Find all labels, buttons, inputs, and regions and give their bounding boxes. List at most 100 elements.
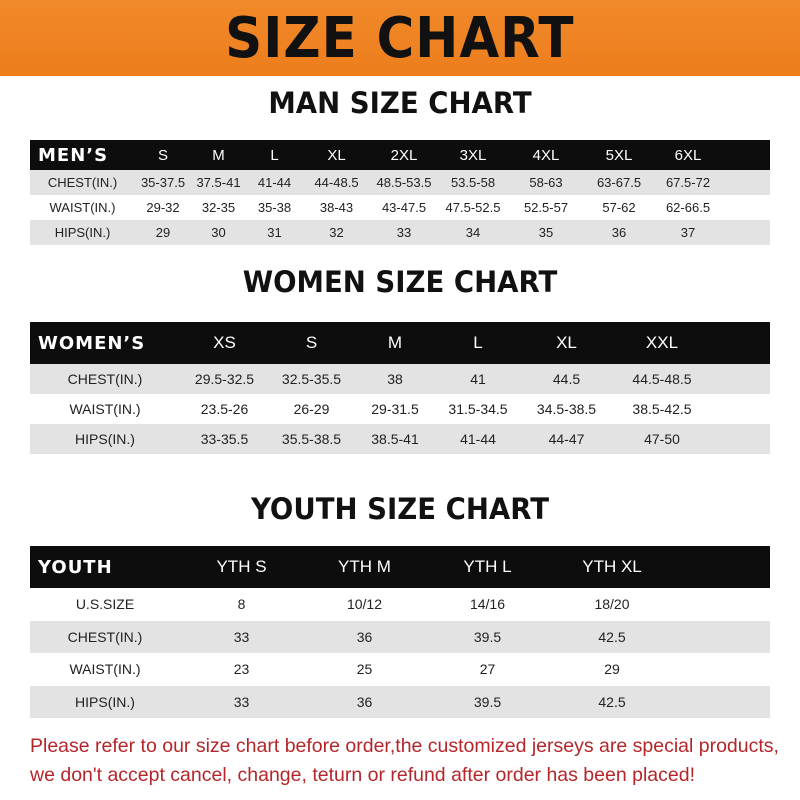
table-cell: 33 xyxy=(396,225,412,240)
men-size-table: MEN’S S M L XL 2XL 3XL 4XL 5XL 6XL CHEST(IN.) 35-37… xyxy=(30,140,770,245)
table-cell: 33 xyxy=(233,628,250,645)
table-cell: 27 xyxy=(479,661,496,678)
table-cell: XL xyxy=(556,333,577,352)
table-cell: L xyxy=(473,333,483,352)
table-cell: 23.5-26 xyxy=(200,401,249,417)
row-label: YOUTH xyxy=(38,556,113,578)
women-size-table: WOMEN’S XS S M L XL XXL CHEST(IN.) 29.5-32.5 32.5… xyxy=(30,322,770,454)
row-label: HIPS(IN.) xyxy=(54,225,111,240)
youth-section-title: YOUTH SIZE CHART xyxy=(250,492,550,526)
table-cell: 43-47.5 xyxy=(381,200,427,215)
table-cell: 14/16 xyxy=(469,596,506,613)
table-cell: 44-48.5 xyxy=(314,175,359,190)
table-cell: 44-47 xyxy=(548,431,585,447)
table-cell: 33-35.5 xyxy=(200,431,249,447)
table-cell: 29.5-32.5 xyxy=(194,371,255,387)
table-cell: XL xyxy=(327,146,346,164)
table-cell: 5XL xyxy=(605,146,633,164)
table-cell: 31 xyxy=(267,225,282,240)
table-cell: 47-50 xyxy=(644,431,680,447)
table-cell: 37.5-41 xyxy=(196,175,241,190)
table-row: WAIST(IN.) 23 25 27 29 xyxy=(30,653,770,686)
table-cell: 63-67.5 xyxy=(596,175,642,190)
table-cell: 57-62 xyxy=(602,200,636,215)
table-row: WAIST(IN.) 29-32 32-35 35-38 38-43 43-47.5 47.… xyxy=(30,195,770,220)
table-cell: 38.5-42.5 xyxy=(632,401,692,417)
table-cell: 10/12 xyxy=(346,596,383,613)
row-label: U.S.SIZE xyxy=(75,596,135,613)
men-section-title: MAN SIZE CHART xyxy=(268,86,532,120)
row-label: CHEST(IN.) xyxy=(67,371,143,387)
table-cell: S xyxy=(157,146,168,164)
table-cell: YTH XL xyxy=(582,557,642,576)
table-cell: 32 xyxy=(329,225,344,240)
table-row: CHEST(IN.) 29.5-32.5 32.5-35.5 38 41 44.5 44.5… xyxy=(30,364,770,394)
table-header-row: WOMEN’S XS S M L XL XXL xyxy=(30,322,770,364)
table-cell: 23 xyxy=(233,661,250,678)
table-cell: 52.5-57 xyxy=(523,200,569,215)
row-label: HIPS(IN.) xyxy=(75,431,135,447)
table-cell: 25 xyxy=(356,661,373,678)
table-cell: 39.5 xyxy=(473,693,502,710)
table-cell: 42.5 xyxy=(598,693,626,710)
row-label: WAIST(IN.) xyxy=(69,661,141,678)
table-cell: 39.5 xyxy=(473,628,502,645)
table-cell: 32-35 xyxy=(201,200,236,215)
table-row: HIPS(IN.) 33-35.5 35.5-38.5 38.5-41 41-44 44-… xyxy=(30,424,770,454)
banner: SIZE CHART xyxy=(0,0,800,76)
table-cell: 67.5-72 xyxy=(665,175,711,190)
table-cell: 38.5-41 xyxy=(371,431,419,447)
table-row: CHEST(IN.) 33 36 39.5 42.5 xyxy=(30,620,770,653)
table-cell: 34 xyxy=(465,225,481,240)
table-cell: 2XL xyxy=(390,146,418,164)
table-cell: 62-66.5 xyxy=(665,200,711,215)
table-header-row: MEN’S S M L XL 2XL 3XL 4XL 5XL 6XL xyxy=(30,140,770,170)
row-label: CHEST(IN.) xyxy=(67,628,143,645)
row-label: WAIST(IN.) xyxy=(69,401,141,417)
table-cell: M xyxy=(212,146,225,164)
table-cell: 33 xyxy=(233,693,250,710)
row-label: MEN’S xyxy=(38,144,109,166)
table-cell: 42.5 xyxy=(598,628,626,645)
table-cell: 35.5-38.5 xyxy=(281,431,342,447)
table-cell: 30 xyxy=(211,225,226,240)
table-cell: M xyxy=(387,333,403,352)
table-cell: 8 xyxy=(237,596,246,613)
table-cell: 41 xyxy=(470,371,486,387)
table-cell: 36 xyxy=(356,693,373,710)
table-cell: 29-32 xyxy=(146,200,180,215)
table-cell: 3XL xyxy=(459,146,487,164)
youth-size-table: YOUTH YTH S YTH M YTH L YTH XL U.S.SIZE 8 10/12… xyxy=(30,546,770,718)
table-row: WAIST(IN.) 23.5-26 26-29 29-31.5 31.5-34.5 34… xyxy=(30,394,770,424)
table-cell: 35 xyxy=(538,225,554,240)
table-cell: 18/20 xyxy=(594,596,630,613)
table-cell: YTH S xyxy=(216,557,267,576)
table-cell: 44.5 xyxy=(552,371,581,387)
table-cell: 53.5-58 xyxy=(450,175,496,190)
table-cell: 44.5-48.5 xyxy=(632,371,692,387)
table-cell: 29 xyxy=(604,661,620,678)
table-cell: 4XL xyxy=(532,146,560,164)
table-cell: 31.5-34.5 xyxy=(448,401,508,417)
table-row: CHEST(IN.) 35-37.5 37.5-41 41-44 44-48.5 48.5… xyxy=(30,170,770,195)
table-cell: 41-44 xyxy=(257,175,292,190)
table-cell: 29 xyxy=(155,225,171,240)
table-cell: 37 xyxy=(680,225,696,240)
table-row: HIPS(IN.) 29 30 31 32 33 34 35 36 37 xyxy=(30,220,770,245)
notice-line-1: Please refer to our size chart before or… xyxy=(30,735,779,757)
table-cell: 26-29 xyxy=(293,401,330,417)
table-cell: 35-38 xyxy=(257,200,292,215)
table-cell: 48.5-53.5 xyxy=(376,175,432,190)
row-label: HIPS(IN.) xyxy=(75,693,135,710)
table-cell: 38 xyxy=(387,371,403,387)
banner-title: SIZE CHART xyxy=(225,5,575,71)
table-cell: 41-44 xyxy=(460,431,496,447)
table-cell: 32.5-35.5 xyxy=(281,371,342,387)
order-notice: Please refer to our size chart before or… xyxy=(30,732,790,790)
table-cell: S xyxy=(305,333,318,352)
table-cell: 34.5-38.5 xyxy=(536,401,597,417)
table-row: HIPS(IN.) 33 36 39.5 42.5 xyxy=(30,685,770,718)
table-cell: 38-43 xyxy=(319,200,354,215)
row-label: WOMEN’S xyxy=(38,332,146,354)
table-cell: XXL xyxy=(645,333,679,352)
